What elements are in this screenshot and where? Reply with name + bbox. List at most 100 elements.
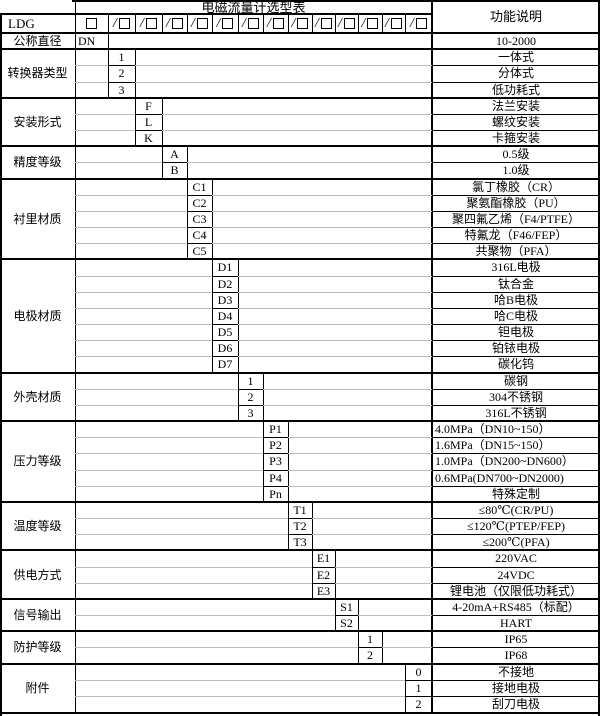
code-cell: 0: [415, 664, 422, 679]
code-cell: Pn: [269, 486, 282, 501]
gridline-faint: [238, 340, 432, 342]
gridline-faint: [75, 275, 212, 277]
group-label-8: 温度等级: [13, 519, 62, 534]
function-cell: 特殊定制: [491, 486, 540, 501]
function-row-line: [432, 485, 600, 487]
function-cell: 4.0MPa（DN10~150）: [435, 422, 551, 437]
code-cell: 1: [118, 50, 125, 65]
checkbox-square: [196, 18, 208, 29]
gridline-faint: [358, 615, 432, 616]
grid-line: [108, 14, 109, 33]
gridline-faint: [75, 388, 238, 390]
function-cell: 钛合金: [497, 276, 534, 291]
code-cell: D6: [217, 341, 233, 356]
code-cell-border: [288, 421, 289, 502]
group-label-7: 压力等级: [13, 454, 62, 469]
slash-separator: /: [315, 15, 319, 31]
slash-separator: /: [361, 15, 366, 31]
code-cell: D2: [217, 276, 233, 291]
gridline-faint: [312, 518, 432, 519]
gridline-faint: [75, 534, 288, 536]
slash-separator: /: [385, 15, 389, 31]
code-cell: L: [144, 114, 153, 129]
gridline-faint: [75, 340, 212, 342]
gridline-faint: [75, 695, 405, 697]
function-row-line: [432, 679, 600, 681]
code-cell: B: [170, 163, 179, 178]
code-cell: 2: [247, 389, 254, 404]
code-cell: 3: [118, 82, 125, 97]
gridline-faint: [212, 210, 432, 212]
function-cell: 4-20mA+RS485（标配）: [452, 599, 580, 614]
gridline-faint: [75, 582, 312, 584]
function-cell: 聚四氟乙烯（F4/PTFE）: [451, 211, 581, 226]
gridline-faint: [75, 227, 187, 228]
function-row-line: [432, 518, 600, 519]
code-cell: P3: [269, 454, 282, 469]
function-cell: 聚氨酯橡胶（PU）: [466, 195, 566, 210]
function-cell: 分体式: [497, 66, 534, 81]
checkbox-square: [390, 18, 402, 29]
label-column-line: [75, 0, 76, 712]
function-cell: 0.5级: [502, 147, 530, 162]
function-row-line: [432, 534, 600, 536]
function-cell: 刮刀电极: [491, 696, 540, 711]
gridline-faint: [75, 404, 238, 406]
code-cell: D5: [217, 325, 233, 340]
group-separator: [0, 48, 600, 51]
code-cell-border: [335, 550, 336, 599]
code-row-line: [312, 566, 335, 568]
gridline-faint: [75, 518, 288, 519]
code-cell-border: [75, 33, 76, 50]
checkbox-square: [247, 18, 259, 29]
code-cell: D1: [217, 260, 233, 275]
gridline-faint: [288, 485, 432, 487]
checkbox-square: [415, 18, 427, 29]
gridline-faint: [75, 647, 358, 649]
code-cell-border: [238, 259, 239, 373]
function-cell: 特氟龙（F46/FEP）: [464, 228, 568, 243]
group-separator: [0, 500, 600, 503]
group-separator: [0, 177, 600, 180]
code-checkbox-cell: /: [382, 14, 405, 33]
code-checkbox-cell: /: [335, 14, 358, 33]
function-cell: 24VDC: [497, 567, 535, 582]
code-cell-border: [288, 501, 289, 551]
code-cell-border: [358, 598, 359, 632]
function-cell: 碳钢: [503, 373, 528, 388]
function-cell: ≤120℃(PTEP/FEP): [466, 519, 566, 534]
gridline-faint: [75, 679, 405, 681]
code-cell-border: [108, 49, 109, 98]
code-cell: E2: [316, 567, 331, 582]
code-cell-border: [358, 631, 359, 664]
grid-line: [187, 14, 188, 33]
function-cell: 不接地: [497, 664, 534, 679]
group-separator: [0, 96, 600, 99]
code-cell: C1: [192, 179, 207, 194]
code-checkbox-cell: /: [358, 14, 382, 33]
group-label-9: 供电方式: [13, 567, 62, 582]
checkbox-square: [297, 18, 309, 29]
function-cell: 法兰安装: [491, 98, 540, 113]
gridline-faint: [135, 81, 432, 83]
function-row-line: [432, 162, 600, 164]
function-cell: 0.6MPa(DN700~DN2000): [435, 470, 564, 485]
code-cell: P4: [269, 470, 282, 485]
title-row-line: [0, 13, 432, 15]
group-separator: [0, 662, 600, 665]
checkbox-square: [86, 18, 97, 29]
gridline-faint: [75, 130, 135, 131]
function-row-line: [432, 227, 600, 228]
code-row-line: [212, 324, 238, 325]
code-cell: DN: [78, 34, 96, 49]
grid-line: [382, 14, 383, 33]
code-cell-border: [212, 178, 213, 260]
function-row-line: [432, 695, 600, 697]
code-cell-border: [162, 97, 163, 147]
gridline-faint: [75, 113, 135, 115]
gridline-faint: [212, 243, 432, 245]
code-row-line: [108, 81, 135, 83]
slash-separator: /: [166, 15, 170, 31]
group-separator: [0, 371, 600, 374]
